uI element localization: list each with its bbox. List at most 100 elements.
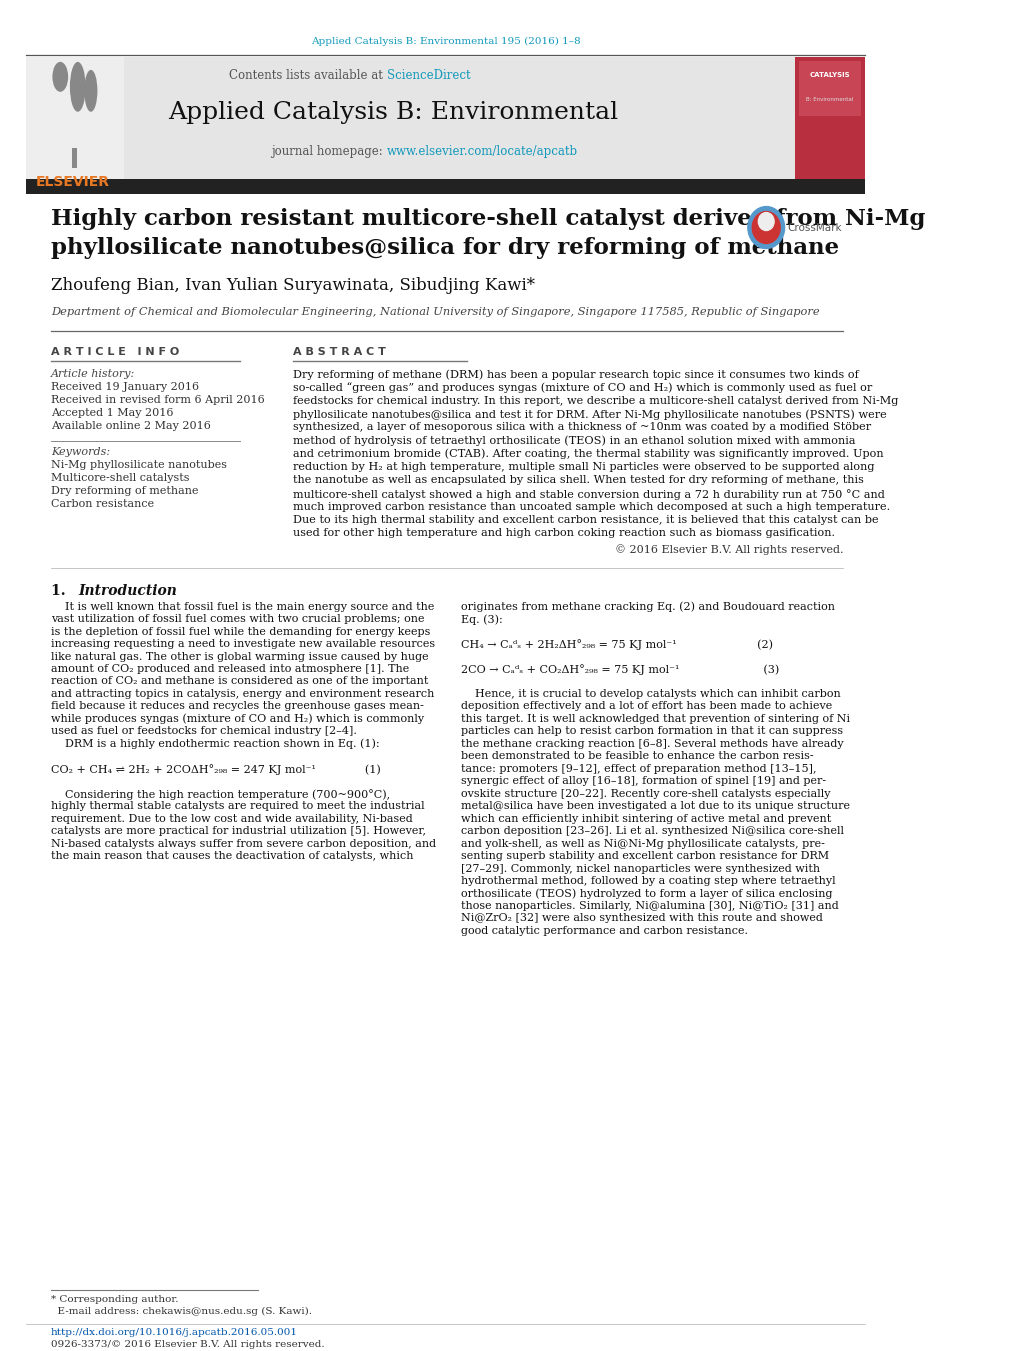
Text: Keywords:: Keywords: xyxy=(51,447,110,457)
Text: Applied Catalysis B: Environmental 195 (2016) 1–8: Applied Catalysis B: Environmental 195 (… xyxy=(311,38,580,46)
Text: Hence, it is crucial to develop catalysts which can inhibit carbon: Hence, it is crucial to develop catalyst… xyxy=(461,689,841,698)
Text: Applied Catalysis B: Environmental: Applied Catalysis B: Environmental xyxy=(168,101,618,124)
Text: particles can help to resist carbon formation in that it can suppress: particles can help to resist carbon form… xyxy=(461,727,843,736)
Text: ELSEVIER: ELSEVIER xyxy=(36,174,109,189)
Text: used as fuel or feedstocks for chemical industry [2–4].: used as fuel or feedstocks for chemical … xyxy=(51,727,357,736)
Text: Received in revised form 6 April 2016: Received in revised form 6 April 2016 xyxy=(51,396,264,405)
Text: Dry reforming of methane (DRM) has been a popular research topic since it consum: Dry reforming of methane (DRM) has been … xyxy=(292,369,858,380)
Text: orthosilicate (TEOS) hydrolyzed to form a layer of silica enclosing: orthosilicate (TEOS) hydrolyzed to form … xyxy=(461,889,832,900)
Text: field because it reduces and recycles the greenhouse gases mean-: field because it reduces and recycles th… xyxy=(51,701,423,712)
Text: B: Environmental: B: Environmental xyxy=(806,97,853,103)
Text: Ni-Mg phyllosilicate nanotubes: Ni-Mg phyllosilicate nanotubes xyxy=(51,461,226,470)
Text: so-called “green gas” and produces syngas (mixture of CO and H₂) which is common: so-called “green gas” and produces synga… xyxy=(292,382,871,393)
Text: which can efficiently inhibit sintering of active metal and prevent: which can efficiently inhibit sintering … xyxy=(461,813,830,824)
Text: Considering the high reaction temperature (700~900°C),: Considering the high reaction temperatur… xyxy=(51,789,389,800)
Text: 0926-3373/© 2016 Elsevier B.V. All rights reserved.: 0926-3373/© 2016 Elsevier B.V. All right… xyxy=(51,1340,324,1350)
Text: Multicore-shell catalysts: Multicore-shell catalysts xyxy=(51,473,189,484)
Text: like natural gas. The other is global warming issue caused by huge: like natural gas. The other is global wa… xyxy=(51,651,428,662)
Ellipse shape xyxy=(70,62,86,112)
Text: the nanotube as well as encapsulated by silica shell. When tested for dry reform: the nanotube as well as encapsulated by … xyxy=(292,476,863,485)
Text: Available online 2 May 2016: Available online 2 May 2016 xyxy=(51,422,210,431)
Text: is the depletion of fossil fuel while the demanding for energy keeps: is the depletion of fossil fuel while th… xyxy=(51,627,430,636)
Text: senting superb stability and excellent carbon resistance for DRM: senting superb stability and excellent c… xyxy=(461,851,828,861)
Text: good catalytic performance and carbon resistance.: good catalytic performance and carbon re… xyxy=(461,925,748,936)
Text: feedstocks for chemical industry. In this report, we describe a multicore-shell : feedstocks for chemical industry. In thi… xyxy=(292,396,897,405)
Text: Eq. (3):: Eq. (3): xyxy=(461,615,502,624)
Text: tance: promoters [9–12], effect of preparation method [13–15],: tance: promoters [9–12], effect of prepa… xyxy=(461,763,816,774)
Text: phyllosilicate nanotubes@silica and test it for DRM. After Ni-Mg phyllosilicate : phyllosilicate nanotubes@silica and test… xyxy=(292,409,886,420)
Text: amount of CO₂ produced and released into atmosphere [1]. The: amount of CO₂ produced and released into… xyxy=(51,663,409,674)
Text: www.elsevier.com/locate/apcatb: www.elsevier.com/locate/apcatb xyxy=(386,145,578,158)
Text: ScienceDirect: ScienceDirect xyxy=(386,69,470,82)
Text: while produces syngas (mixture of CO and H₂) which is commonly: while produces syngas (mixture of CO and… xyxy=(51,713,423,724)
Ellipse shape xyxy=(85,70,98,112)
Text: Received 19 January 2016: Received 19 January 2016 xyxy=(51,382,199,392)
Text: Due to its high thermal stability and excellent carbon resistance, it is believe: Due to its high thermal stability and ex… xyxy=(292,515,877,526)
Text: © 2016 Elsevier B.V. All rights reserved.: © 2016 Elsevier B.V. All rights reserved… xyxy=(614,543,843,554)
Bar xyxy=(798,61,861,116)
Text: and attracting topics in catalysis, energy and environment research: and attracting topics in catalysis, ener… xyxy=(51,689,434,698)
Text: Department of Chemical and Biomolecular Engineering, National University of Sing: Department of Chemical and Biomolecular … xyxy=(51,308,818,317)
Text: metal@silica have been investigated a lot due to its unique structure: metal@silica have been investigated a lo… xyxy=(461,801,850,811)
Text: the main reason that causes the deactivation of catalysts, which: the main reason that causes the deactiva… xyxy=(51,851,413,861)
Text: vast utilization of fossil fuel comes with two crucial problems; one: vast utilization of fossil fuel comes wi… xyxy=(51,615,424,624)
Text: carbon deposition [23–26]. Li et al. synthesized Ni@silica core-shell: carbon deposition [23–26]. Li et al. syn… xyxy=(461,827,844,836)
Text: * Corresponding author.: * Corresponding author. xyxy=(51,1296,178,1304)
Text: reduction by H₂ at high temperature, multiple small Ni particles were observed t: reduction by H₂ at high temperature, mul… xyxy=(292,462,873,471)
Text: A R T I C L E   I N F O: A R T I C L E I N F O xyxy=(51,347,178,357)
Text: catalysts are more practical for industrial utilization [5]. However,: catalysts are more practical for industr… xyxy=(51,827,425,836)
Text: Carbon resistance: Carbon resistance xyxy=(51,499,154,509)
Text: multicore-shell catalyst showed a high and stable conversion during a 72 h durab: multicore-shell catalyst showed a high a… xyxy=(292,489,883,500)
Text: deposition effectively and a lot of effort has been made to achieve: deposition effectively and a lot of effo… xyxy=(461,701,832,712)
Text: the methane cracking reaction [6–8]. Several methods have already: the methane cracking reaction [6–8]. Sev… xyxy=(461,739,843,748)
Bar xyxy=(26,57,124,178)
Text: originates from methane cracking Eq. (2) and Boudouard reaction: originates from methane cracking Eq. (2)… xyxy=(461,601,835,612)
Text: Article history:: Article history: xyxy=(51,369,135,380)
Bar xyxy=(26,178,864,193)
Text: 1.: 1. xyxy=(51,584,75,597)
Text: reaction of CO₂ and methane is considered as one of the important: reaction of CO₂ and methane is considere… xyxy=(51,677,428,686)
Text: Introduction: Introduction xyxy=(78,584,177,597)
Text: ovskite structure [20–22]. Recently core-shell catalysts especially: ovskite structure [20–22]. Recently core… xyxy=(461,789,830,798)
Text: Contents lists available at: Contents lists available at xyxy=(229,69,386,82)
Text: Zhoufeng Bian, Ivan Yulian Suryawinata, Sibudjing Kawi*: Zhoufeng Bian, Ivan Yulian Suryawinata, … xyxy=(51,277,534,295)
Text: and cetrimonium bromide (CTAB). After coating, the thermal stability was signifi: and cetrimonium bromide (CTAB). After co… xyxy=(292,449,882,459)
Text: Accepted 1 May 2016: Accepted 1 May 2016 xyxy=(51,408,173,419)
Text: increasing requesting a need to investigate new available resources: increasing requesting a need to investig… xyxy=(51,639,434,648)
Text: CrossMark: CrossMark xyxy=(787,223,841,232)
Text: CATALYSIS: CATALYSIS xyxy=(809,72,850,78)
Text: A B S T R A C T: A B S T R A C T xyxy=(292,347,385,357)
Circle shape xyxy=(758,212,773,231)
Text: E-mail address: chekawis@nus.edu.sg (S. Kawi).: E-mail address: chekawis@nus.edu.sg (S. … xyxy=(51,1308,312,1316)
Text: this target. It is well acknowledged that prevention of sintering of Ni: this target. It is well acknowledged tha… xyxy=(461,713,850,724)
Bar xyxy=(26,57,794,178)
Text: Dry reforming of methane: Dry reforming of methane xyxy=(51,486,198,496)
Text: http://dx.doi.org/10.1016/j.apcatb.2016.05.001: http://dx.doi.org/10.1016/j.apcatb.2016.… xyxy=(51,1328,298,1337)
Bar xyxy=(794,57,864,178)
Text: It is well known that fossil fuel is the main energy source and the: It is well known that fossil fuel is the… xyxy=(51,601,434,612)
Text: CH₄ → Cₐᵈₛ + 2H₂ΔH°₂₉₈ = 75 KJ mol⁻¹                       (2): CH₄ → Cₐᵈₛ + 2H₂ΔH°₂₉₈ = 75 KJ mol⁻¹ (2) xyxy=(461,639,772,650)
Text: used for other high temperature and high carbon coking reaction such as biomass : used for other high temperature and high… xyxy=(292,528,834,539)
Text: highly thermal stable catalysts are required to meet the industrial: highly thermal stable catalysts are requ… xyxy=(51,801,424,811)
Text: synthesized, a layer of mesoporous silica with a thickness of ~10nm was coated b: synthesized, a layer of mesoporous silic… xyxy=(292,423,870,432)
Text: phyllosilicate nanotubes@silica for dry reforming of methane: phyllosilicate nanotubes@silica for dry … xyxy=(51,236,838,258)
Text: those nanoparticles. Similarly, Ni@alumina [30], Ni@TiO₂ [31] and: those nanoparticles. Similarly, Ni@alumi… xyxy=(461,901,839,911)
Text: DRM is a highly endothermic reaction shown in Eq. (1):: DRM is a highly endothermic reaction sho… xyxy=(51,739,379,750)
Text: CO₂ + CH₄ ⇌ 2H₂ + 2COΔH°₂₉₈ = 247 KJ mol⁻¹              (1): CO₂ + CH₄ ⇌ 2H₂ + 2COΔH°₂₉₈ = 247 KJ mol… xyxy=(51,763,380,774)
Ellipse shape xyxy=(52,62,68,92)
Text: been demonstrated to be feasible to enhance the carbon resis-: been demonstrated to be feasible to enha… xyxy=(461,751,813,762)
Text: [27–29]. Commonly, nickel nanoparticles were synthesized with: [27–29]. Commonly, nickel nanoparticles … xyxy=(461,863,819,874)
Text: Ni@ZrO₂ [32] were also synthesized with this route and showed: Ni@ZrO₂ [32] were also synthesized with … xyxy=(461,913,822,924)
Circle shape xyxy=(752,212,780,243)
Text: synergic effect of alloy [16–18], formation of spinel [19] and per-: synergic effect of alloy [16–18], format… xyxy=(461,777,825,786)
Text: journal homepage:: journal homepage: xyxy=(271,145,386,158)
Text: hydrothermal method, followed by a coating step where tetraethyl: hydrothermal method, followed by a coati… xyxy=(461,875,836,886)
Text: much improved carbon resistance than uncoated sample which decomposed at such a : much improved carbon resistance than unc… xyxy=(292,503,889,512)
Text: method of hydrolysis of tetraethyl orthosilicate (TEOS) in an ethanol solution m: method of hydrolysis of tetraethyl ortho… xyxy=(292,435,854,446)
Text: and yolk-shell, as well as Ni@Ni-Mg phyllosilicate catalysts, pre-: and yolk-shell, as well as Ni@Ni-Mg phyl… xyxy=(461,839,824,848)
Text: 2CO → Cₐᵈₛ + CO₂ΔH°₂₉₈ = 75 KJ mol⁻¹                        (3): 2CO → Cₐᵈₛ + CO₂ΔH°₂₉₈ = 75 KJ mol⁻¹ (3) xyxy=(461,663,779,676)
Bar xyxy=(71,147,76,168)
Text: Highly carbon resistant multicore-shell catalyst derived from Ni-Mg: Highly carbon resistant multicore-shell … xyxy=(51,208,924,230)
Text: Ni-based catalysts always suffer from severe carbon deposition, and: Ni-based catalysts always suffer from se… xyxy=(51,839,435,848)
Circle shape xyxy=(747,207,784,249)
